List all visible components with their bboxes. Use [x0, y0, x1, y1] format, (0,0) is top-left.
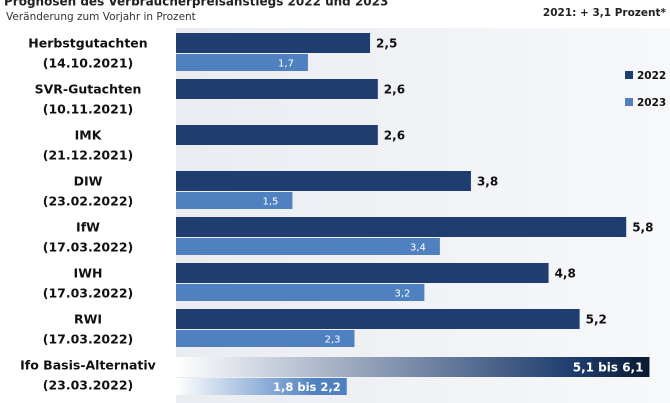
category-label: (10.11.2021)	[43, 102, 134, 117]
bar	[176, 33, 371, 53]
category-label: (17.03.2022)	[43, 286, 134, 301]
bar	[176, 330, 355, 347]
range-bar	[176, 378, 347, 395]
bar	[176, 192, 293, 209]
value-label: 2,6	[384, 129, 405, 143]
category-label: RWI	[74, 312, 102, 327]
chart-subtitle: Veränderung zum Vorjahr in Prozent	[6, 11, 196, 23]
category-label: IWH	[74, 266, 103, 281]
bar	[176, 125, 378, 145]
legend-label: 2022	[637, 70, 666, 82]
category-label: DIW	[74, 174, 103, 189]
value-label: 3,8	[477, 175, 498, 189]
category-label: IMK	[75, 128, 103, 143]
category-label: IfW	[76, 220, 100, 235]
value-label: 4,8	[555, 267, 576, 281]
range-bar	[176, 357, 650, 377]
legend-label: 2023	[637, 97, 666, 109]
category-label: (23.03.2022)	[43, 378, 134, 393]
bar	[176, 238, 440, 255]
bar	[176, 263, 549, 283]
bar	[176, 79, 378, 99]
value-label: 5,8	[632, 221, 653, 235]
bar	[176, 171, 471, 191]
bar	[176, 309, 580, 329]
category-label: (14.10.2021)	[43, 56, 134, 71]
value-label: 5,2	[586, 313, 607, 327]
value-label: 1,5	[263, 197, 279, 208]
value-label: 3,2	[394, 289, 410, 300]
bar	[176, 217, 627, 237]
value-label: 2,6	[384, 83, 405, 97]
value-label: 3,4	[410, 243, 426, 254]
legend-swatch	[625, 98, 633, 106]
category-label: (23.02.2022)	[43, 194, 134, 209]
value-label: 2,3	[325, 335, 341, 346]
chart-title: Prognosen des Verbraucherpreisanstiegs 2…	[4, 0, 388, 9]
bar	[176, 54, 308, 71]
range-label: 5,1 bis 6,1	[573, 361, 644, 375]
category-label: (21.12.2021)	[43, 148, 134, 163]
bar	[176, 284, 425, 301]
category-label: SVR-Gutachten	[35, 82, 142, 97]
category-label: (17.03.2022)	[43, 240, 134, 255]
range-label: 1,8 bis 2,2	[273, 380, 341, 394]
legend-swatch	[625, 71, 633, 79]
value-label: 2,5	[376, 37, 397, 51]
category-label: Ifo Basis-Alternativ	[20, 358, 156, 373]
category-label: Herbstgutachten	[28, 36, 147, 51]
value-label: 1,7	[278, 59, 294, 70]
annotation: 2021: + 3,1 Prozent*	[543, 7, 667, 19]
category-label: (17.03.2022)	[43, 332, 134, 347]
